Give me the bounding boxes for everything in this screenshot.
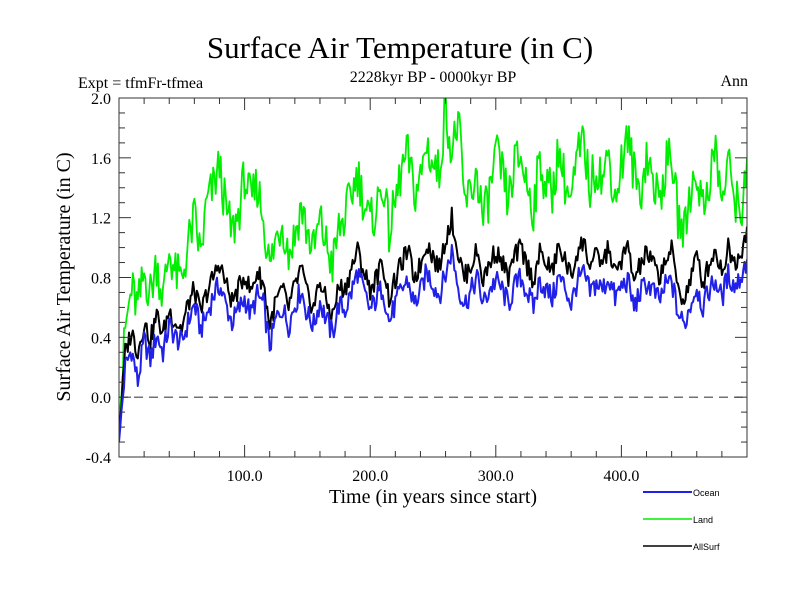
- y-tick-label: 1.6: [91, 151, 111, 168]
- y-tick-label: 0.4: [91, 330, 111, 347]
- legend-label: Ocean: [693, 488, 720, 498]
- y-axis-label: Surface Air Temperature (in C): [53, 152, 75, 401]
- legend-label: AllSurf: [693, 542, 720, 552]
- series-line-ocean: [119, 243, 747, 443]
- x-axis-label: Time (in years since start): [329, 486, 537, 508]
- series-line-land: [119, 98, 747, 428]
- x-tick-label: 100.0: [227, 468, 263, 485]
- y-tick-label: 2.0: [91, 91, 111, 108]
- x-tick-label: 400.0: [603, 468, 639, 485]
- chart-title: Surface Air Temperature (in C): [207, 30, 593, 65]
- legend-item-land: Land: [643, 515, 713, 525]
- plot-area: 100.0 200.0 300.0 400.0 -0.4 0.0 0.4 0.8 1.2 1.6 2…: [86, 91, 748, 485]
- legend-item-ocean: Ocean: [643, 488, 720, 498]
- season-annotation: Ann: [720, 73, 748, 90]
- experiment-annotation: Expt = tfmFr-tfmea: [78, 75, 203, 92]
- series-line-allsurf: [119, 206, 747, 435]
- chart-subtitle: 2228kyr BP - 0000kyr BP: [350, 69, 517, 86]
- legend-label: Land: [693, 515, 713, 525]
- legend-item-allsurf: AllSurf: [643, 542, 720, 552]
- legend: Ocean Land AllSurf: [643, 488, 720, 552]
- y-tick-label: 1.2: [91, 211, 111, 228]
- y-tick-label: 0.8: [91, 271, 111, 288]
- y-tick-label: 0.0: [91, 390, 111, 407]
- y-tick-label: -0.4: [86, 450, 111, 467]
- x-tick-label: 200.0: [352, 468, 388, 485]
- x-tick-label: 300.0: [478, 468, 514, 485]
